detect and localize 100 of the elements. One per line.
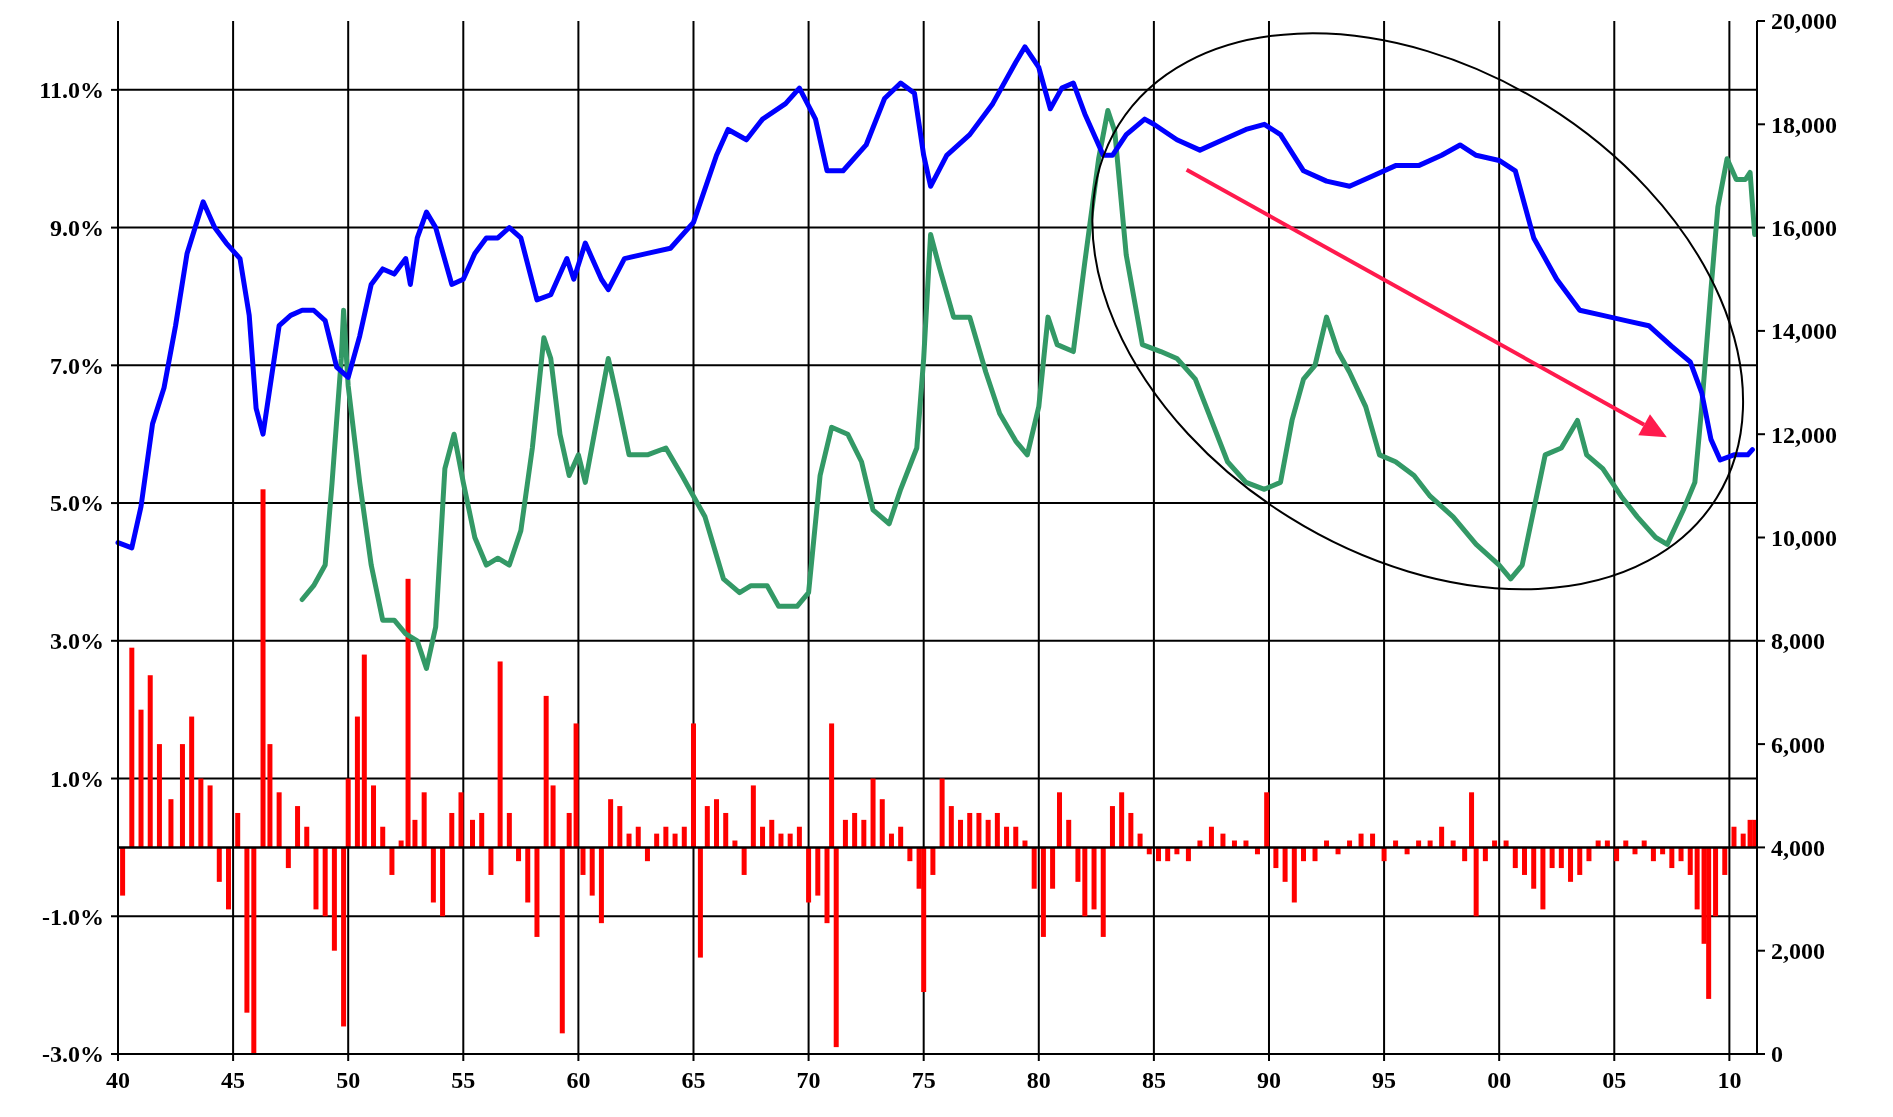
bar: [1013, 826, 1019, 848]
bar: [750, 785, 756, 848]
bar: [842, 819, 848, 848]
bar: [948, 806, 954, 848]
bar: [1004, 826, 1010, 848]
bar: [598, 847, 604, 924]
bar: [1291, 847, 1297, 903]
bar: [1669, 847, 1675, 869]
bar: [440, 847, 446, 917]
bar: [313, 847, 319, 910]
bar: [1040, 847, 1046, 937]
bar: [1558, 847, 1564, 869]
y2-tick-label: 12,000: [1771, 421, 1837, 448]
bar: [939, 778, 945, 848]
y-tick-label: 1.0%: [50, 765, 104, 792]
y2-tick-label: 20,000: [1771, 8, 1837, 35]
y-tick-label: 5.0%: [50, 490, 104, 517]
bar: [1119, 792, 1125, 848]
bar: [449, 812, 455, 848]
y-tick-label: 3.0%: [50, 628, 104, 655]
x-tick-label: 95: [1372, 1067, 1397, 1093]
bar: [1549, 847, 1555, 869]
bar: [129, 647, 135, 848]
bar: [251, 847, 257, 1054]
x-tick-label: 45: [221, 1067, 246, 1093]
bar: [371, 785, 377, 848]
bar: [225, 847, 231, 910]
bar: [1531, 847, 1537, 889]
bar: [295, 806, 301, 848]
bar: [833, 847, 839, 1048]
bar: [331, 847, 337, 951]
bar: [760, 826, 766, 848]
bar: [1473, 847, 1479, 917]
bar: [559, 847, 565, 1034]
bar: [958, 819, 964, 848]
y2-tick-label: 2,000: [1771, 938, 1825, 965]
bar: [580, 847, 586, 875]
y-tick-label: 7.0%: [50, 352, 104, 379]
x-tick-label: 70: [796, 1067, 821, 1093]
bar: [147, 675, 153, 848]
bar: [663, 826, 669, 848]
x-tick-label: 65: [681, 1067, 706, 1093]
bar: [815, 847, 821, 896]
bar: [189, 716, 195, 848]
bar: [723, 812, 729, 848]
x-tick-label: 75: [911, 1067, 936, 1093]
x-tick-label: 85: [1141, 1067, 1166, 1093]
x-tick-label: 50: [336, 1067, 361, 1093]
bar: [690, 723, 696, 848]
y2-tick-label: 18,000: [1771, 111, 1837, 138]
bar: [1706, 847, 1712, 999]
bar: [1066, 819, 1072, 848]
y2-tick-label: 10,000: [1771, 524, 1837, 551]
bar: [824, 847, 830, 924]
bar: [852, 812, 858, 848]
bar: [1522, 847, 1527, 875]
bar: [697, 847, 703, 958]
bar: [870, 778, 876, 848]
bar: [345, 778, 351, 848]
bar: [704, 806, 710, 848]
bar: [566, 812, 572, 848]
y2-tick-label: 8,000: [1771, 628, 1825, 655]
bar: [276, 792, 282, 848]
bar: [1057, 792, 1062, 848]
bar: [1208, 826, 1214, 848]
bar: [497, 661, 503, 848]
bar: [741, 847, 747, 875]
y2-tick-label: 6,000: [1771, 731, 1825, 758]
bar: [1075, 847, 1081, 882]
y-tick-label: -3.0%: [42, 1041, 104, 1068]
x-tick-label: 05: [1602, 1067, 1627, 1093]
bar: [1273, 847, 1279, 869]
bar: [488, 847, 494, 875]
y-tick-label: 9.0%: [50, 215, 104, 241]
x-tick-label: 55: [451, 1067, 476, 1093]
bar: [573, 723, 579, 848]
bar: [216, 847, 222, 882]
bar: [976, 812, 982, 848]
y2-tick-label: 4,000: [1771, 834, 1825, 861]
bar: [1722, 847, 1728, 875]
bar: [1109, 806, 1115, 848]
bar: [1031, 847, 1037, 889]
bar: [285, 847, 291, 869]
bar: [1469, 792, 1475, 848]
bar: [617, 806, 623, 848]
bar: [1264, 792, 1270, 848]
bar: [861, 819, 867, 848]
bar: [994, 812, 1000, 848]
bar: [168, 799, 174, 848]
y2-tick-label: 16,000: [1771, 215, 1837, 241]
bar: [1540, 847, 1546, 910]
bar: [543, 695, 549, 848]
bar: [458, 792, 464, 848]
x-tick-label: 00: [1487, 1067, 1512, 1093]
bar: [806, 847, 812, 903]
y2-tick-label: 0: [1771, 1041, 1783, 1068]
bar: [506, 812, 512, 848]
y-tick-label: -1.0%: [42, 903, 104, 930]
bar: [985, 819, 991, 848]
y2-tick-label: 14,000: [1771, 318, 1837, 345]
